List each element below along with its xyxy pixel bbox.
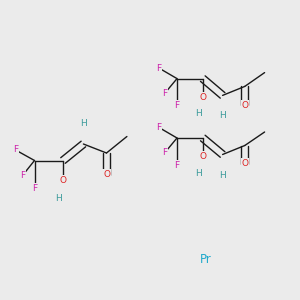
Text: F: F xyxy=(13,146,18,154)
Text: F: F xyxy=(156,64,162,73)
Text: H: H xyxy=(195,110,202,118)
Text: H: H xyxy=(219,171,226,180)
Text: F: F xyxy=(174,101,180,110)
Text: H: H xyxy=(55,194,62,203)
Text: O: O xyxy=(103,170,110,179)
Text: H: H xyxy=(195,169,202,178)
Text: O: O xyxy=(59,176,67,185)
Text: F: F xyxy=(156,123,162,132)
Text: O: O xyxy=(241,159,248,168)
Text: F: F xyxy=(162,88,168,98)
Text: Pr: Pr xyxy=(200,253,211,266)
Text: O: O xyxy=(241,100,248,109)
Text: F: F xyxy=(174,160,180,169)
Text: O: O xyxy=(199,93,206,102)
Text: F: F xyxy=(20,171,25,180)
Text: H: H xyxy=(219,111,226,120)
Text: F: F xyxy=(162,148,168,157)
Text: O: O xyxy=(199,152,206,161)
Text: H: H xyxy=(80,118,87,127)
Text: F: F xyxy=(32,184,37,193)
